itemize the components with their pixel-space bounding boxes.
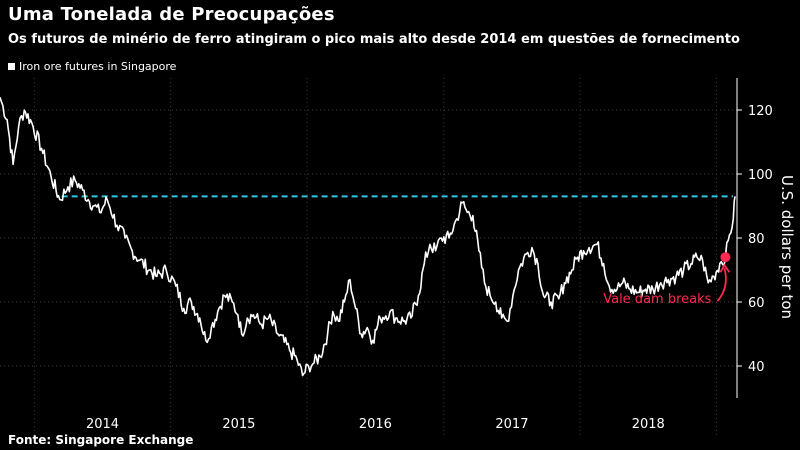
source-note: Fonte: Singapore Exchange xyxy=(8,433,193,447)
legend: Iron ore futures in Singapore xyxy=(8,60,176,73)
y-tick-label-100: 100 xyxy=(748,168,773,183)
y-tick-label-60: 60 xyxy=(748,296,765,311)
y-tick-label-120: 120 xyxy=(748,104,773,119)
x-tick-label-2014: 2014 xyxy=(86,417,119,432)
x-tick-label-2015: 2015 xyxy=(222,417,255,432)
event-annotation-label: Vale dam breaks xyxy=(603,292,711,307)
y-axis-title: U.S. dollars per ton xyxy=(778,175,796,319)
legend-swatch xyxy=(8,63,15,70)
chart-title: Uma Tonelada de Preocupações xyxy=(8,4,335,25)
event-arrow xyxy=(716,267,727,302)
y-tick-label-80: 80 xyxy=(748,232,765,247)
source-label: Fonte: xyxy=(8,433,52,447)
legend-label: Iron ore futures in Singapore xyxy=(19,60,177,73)
x-tick-label-2018: 2018 xyxy=(632,417,665,432)
x-tick-label-2017: 2017 xyxy=(495,417,528,432)
source-name: Singapore Exchange xyxy=(55,433,194,447)
x-tick-label-2016: 2016 xyxy=(359,417,392,432)
chart-subtitle: Os futuros de minério de ferro atingiram… xyxy=(8,32,740,47)
event-arrowhead xyxy=(719,263,731,273)
y-tick-label-40: 40 xyxy=(748,360,765,375)
series-line xyxy=(0,96,736,377)
event-marker xyxy=(720,252,731,263)
